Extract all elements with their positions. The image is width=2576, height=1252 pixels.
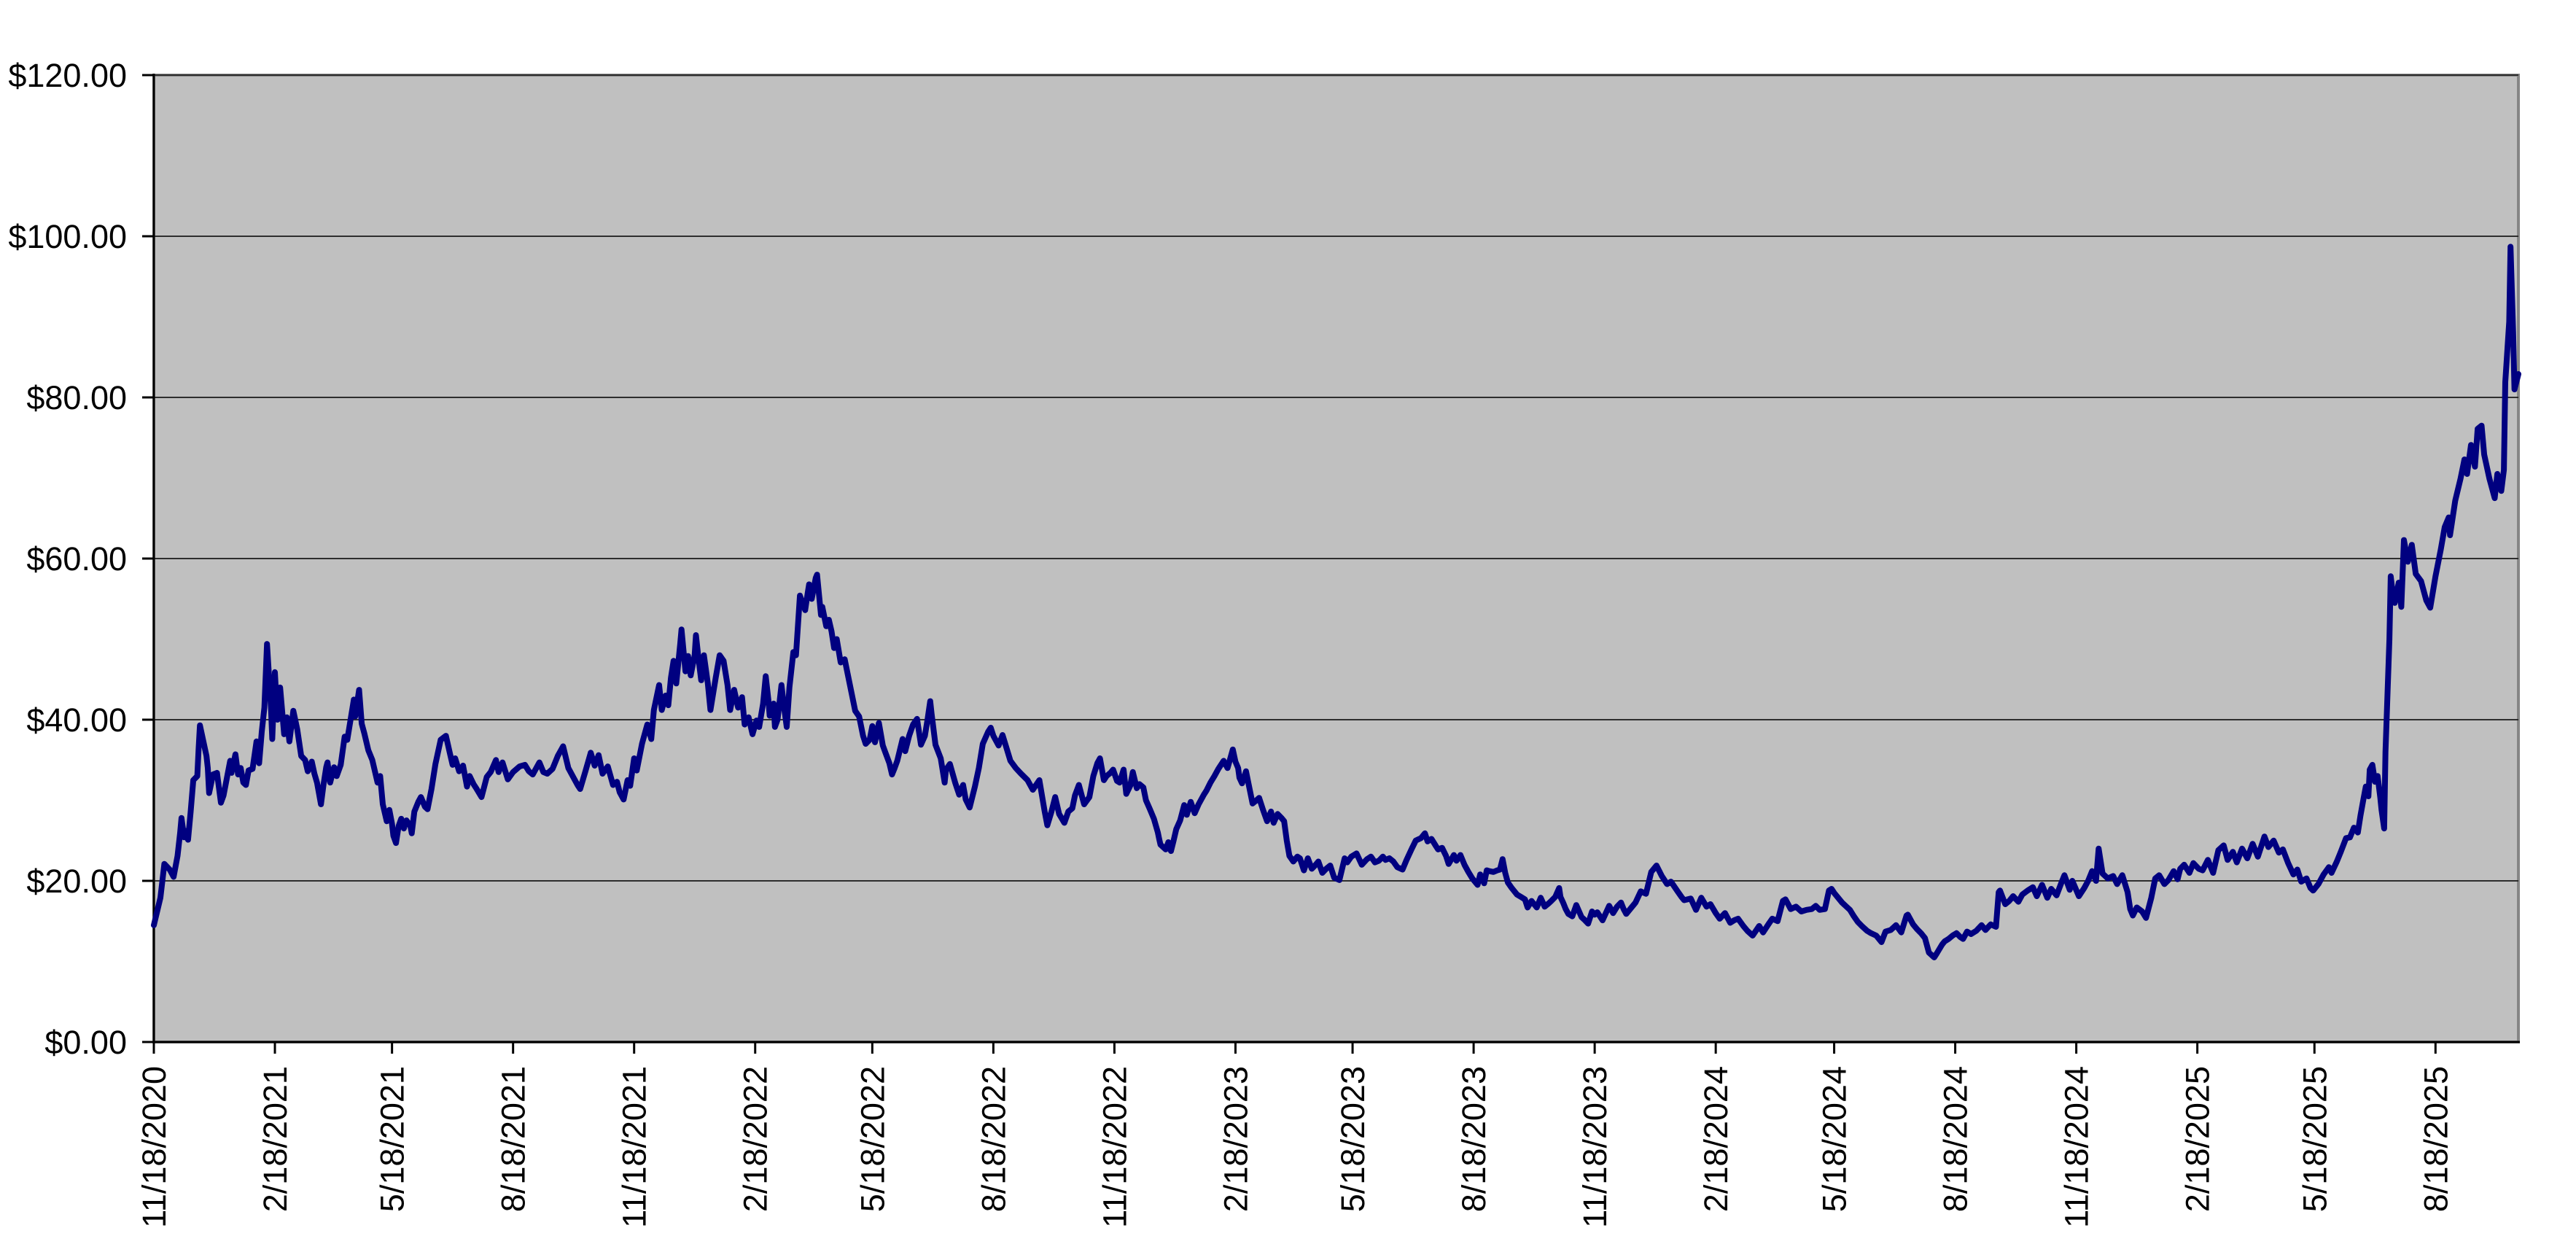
- x-tick-label: 5/18/2021: [374, 1066, 411, 1212]
- x-tick-label: 2/18/2021: [257, 1066, 294, 1212]
- x-tick-label: 11/18/2021: [616, 1066, 653, 1228]
- x-tick-label: 2/18/2024: [1697, 1066, 1735, 1212]
- x-tick-label: 8/18/2022: [975, 1066, 1012, 1212]
- y-tick-label: $120.00: [8, 57, 127, 94]
- x-tick-label: 2/18/2022: [737, 1066, 774, 1212]
- x-tick-label: 11/18/2020: [136, 1066, 173, 1228]
- x-tick-label: 11/18/2024: [2058, 1066, 2096, 1228]
- x-tick-label: 5/18/2022: [854, 1066, 891, 1212]
- x-tick-label: 11/18/2023: [1576, 1066, 1614, 1228]
- x-tick-label: 5/18/2023: [1334, 1066, 1371, 1212]
- y-tick-label: $100.00: [8, 218, 127, 255]
- x-tick-label: 5/18/2024: [1816, 1066, 1853, 1212]
- x-tick-label: 8/18/2021: [495, 1066, 532, 1212]
- x-tick-label: 5/18/2025: [2296, 1066, 2333, 1212]
- x-tick-label: 11/18/2022: [1096, 1066, 1133, 1228]
- x-tick-label: 8/18/2025: [2417, 1066, 2454, 1212]
- x-tick-label: 8/18/2023: [1455, 1066, 1493, 1212]
- x-tick-label: 2/18/2025: [2179, 1066, 2217, 1212]
- y-tick-label: $0.00: [44, 1024, 127, 1061]
- price-line-series: [151, 244, 2521, 960]
- y-tick-label: $20.00: [26, 863, 127, 900]
- y-tick-label: $40.00: [26, 701, 127, 739]
- y-tick-label: $60.00: [26, 540, 127, 578]
- x-tick-label: 2/18/2023: [1217, 1066, 1254, 1212]
- x-tick-label: 8/18/2024: [1937, 1066, 1974, 1212]
- y-tick-label: $80.00: [26, 379, 127, 416]
